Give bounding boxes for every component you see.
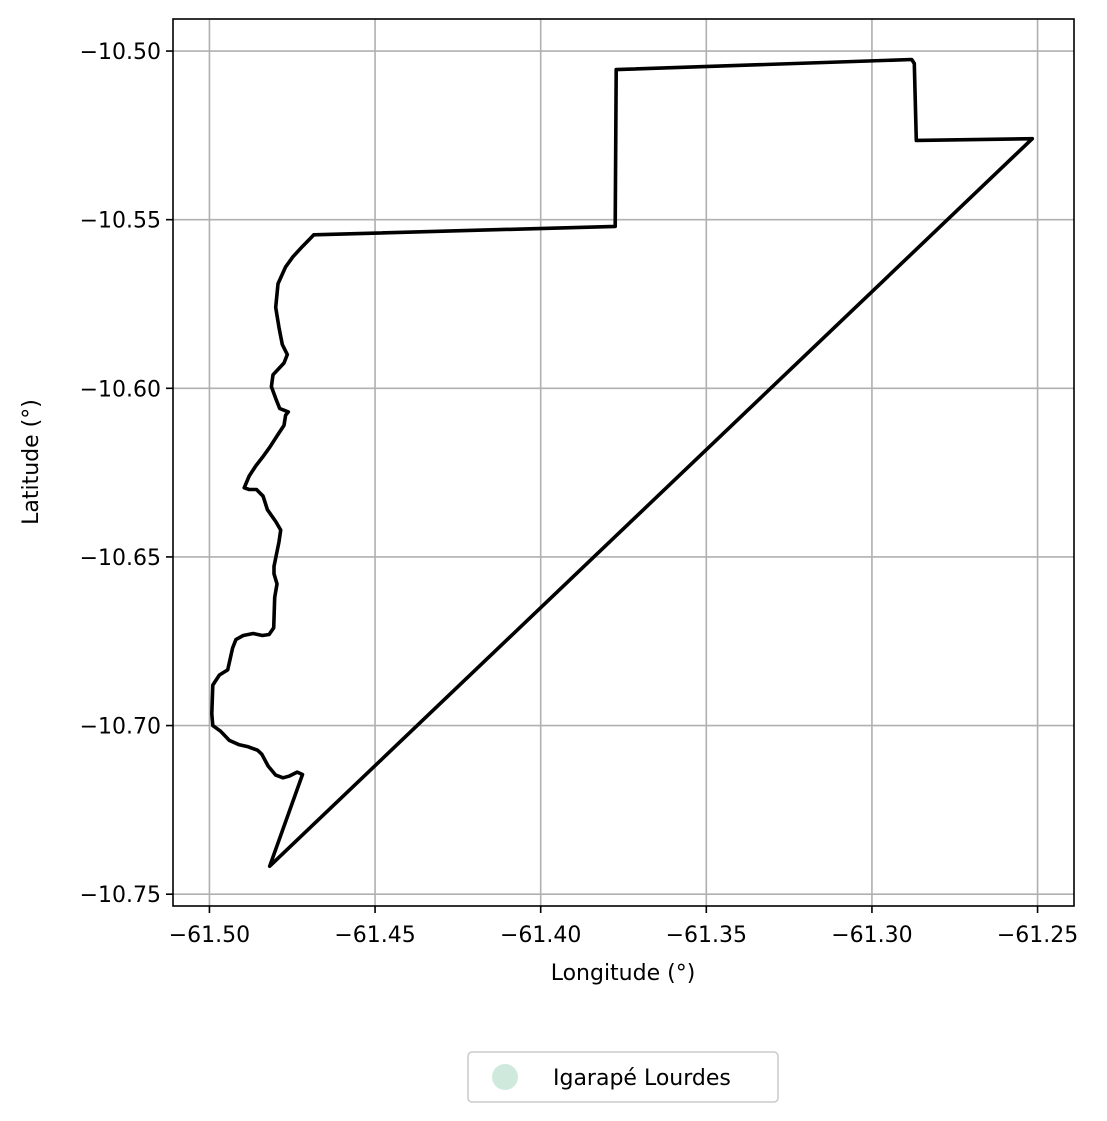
legend-label: Igarapé Lourdes: [553, 1066, 731, 1091]
y-tick-label: −10.70: [80, 715, 161, 740]
x-axis-label: Longitude (°): [551, 961, 696, 986]
y-tick-label: −10.55: [80, 209, 161, 234]
grid: [173, 19, 1074, 906]
x-tick-label: −61.30: [831, 923, 912, 948]
y-axis-label: Latitude (°): [19, 399, 44, 525]
boundary-layer: [210, 57, 1035, 869]
x-tick-label: −61.50: [169, 923, 250, 948]
y-tick-label: −10.65: [80, 546, 161, 571]
y-tick-label: −10.50: [80, 40, 161, 65]
x-tick-label: −61.25: [997, 923, 1078, 948]
territory-boundary: [210, 57, 1035, 869]
x-tick-label: −61.35: [666, 923, 747, 948]
plot-frame: [172, 18, 1075, 907]
y-tick-label: −10.75: [80, 883, 161, 908]
y-axis-ticks: −10.50 −10.55 −10.60 −10.65 −10.70 −10.75: [80, 40, 173, 908]
legend-box: [467, 1051, 779, 1103]
legend-marker-icon: [492, 1064, 518, 1090]
legend: Igarapé Lourdes: [467, 1051, 779, 1103]
x-tick-label: −61.45: [334, 923, 415, 948]
x-tick-label: −61.40: [500, 923, 581, 948]
y-tick-label: −10.60: [80, 377, 161, 402]
x-axis-ticks: −61.50 −61.45 −61.40 −61.35 −61.30 −61.25: [169, 906, 1078, 948]
